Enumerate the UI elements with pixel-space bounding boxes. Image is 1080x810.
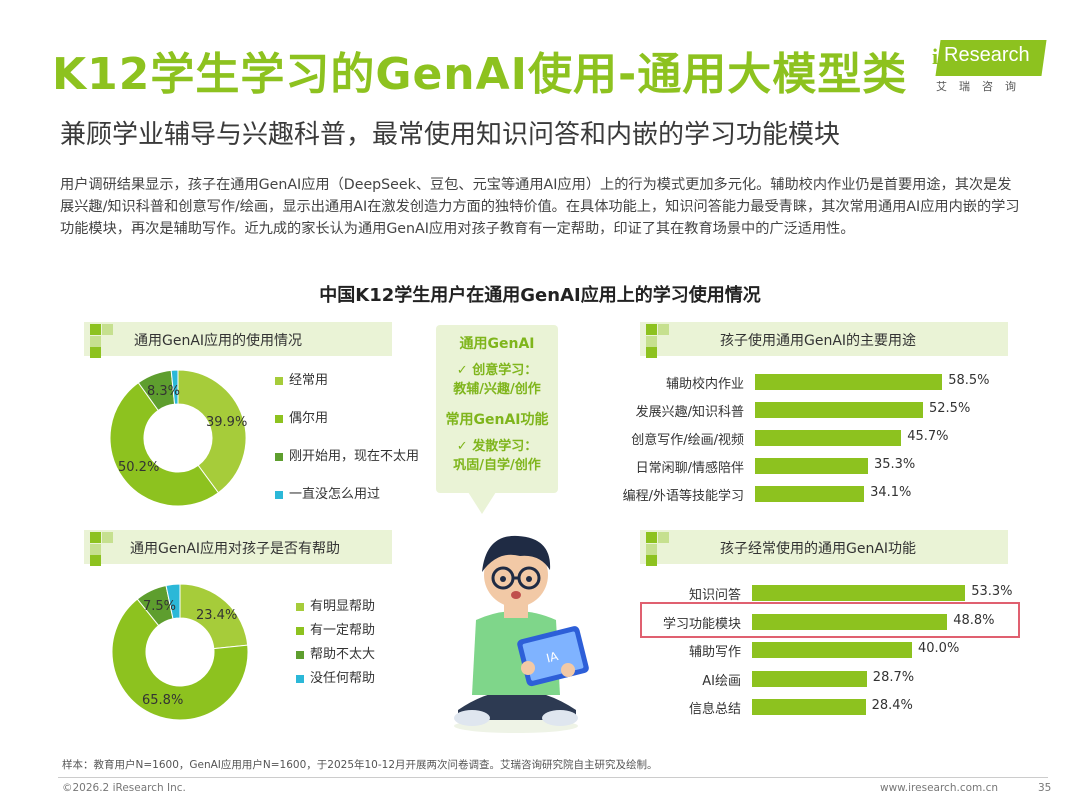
- bar: [755, 430, 902, 446]
- bar: [752, 699, 866, 715]
- main-chart-title: 中国K12学生用户在通用GenAI应用上的学习使用情况: [319, 285, 761, 306]
- footer-divider: [58, 777, 1048, 778]
- sample-note: 样本：教育用户N=1600，GenAI应用用户N=1600，于2025年10-1…: [62, 759, 658, 771]
- bar-category-label: 辅助写作: [688, 645, 741, 660]
- callout-heading: 常用GenAI功能: [445, 412, 549, 428]
- help-donut-chart: [111, 583, 249, 721]
- bar: [752, 642, 912, 658]
- bar: [755, 402, 923, 418]
- bar-value-label: 34.1%: [870, 485, 912, 500]
- bar-category-label: AI绘画: [702, 673, 741, 689]
- donut-value-label: 8.3%: [147, 384, 181, 399]
- panel-header-help: 通用GenAI应用对孩子是否有帮助: [84, 530, 392, 566]
- donut-value-label: 50.2%: [118, 460, 160, 475]
- page-title: K12学生学习的GenAI使用-通用大模型类: [52, 49, 908, 100]
- bar: [755, 486, 865, 502]
- bar: [755, 458, 868, 474]
- page-number: 35: [1038, 782, 1052, 794]
- donut-value-label: 23.4%: [196, 608, 238, 623]
- legend-item: 有一定帮助: [296, 622, 375, 646]
- bar-value-label: 40.0%: [918, 641, 960, 656]
- legend-item: 刚开始用，现在不太用: [275, 448, 419, 472]
- panel-title: 通用GenAI应用的使用情况: [134, 333, 303, 349]
- bar-value-label: 58.5%: [948, 373, 990, 388]
- bar-category-label: 发展兴趣/知识科普: [635, 405, 744, 420]
- bar-value-label: 45.7%: [907, 429, 949, 444]
- genai-callout-bubble: 通用GenAI ✓ 创意学习： 教辅/兴趣/创作 常用GenAI功能 ✓ 发散学…: [436, 325, 558, 493]
- donut-value-label: 7.5%: [143, 599, 177, 614]
- bar: [755, 374, 943, 390]
- panel-title: 孩子使用通用GenAI的主要用途: [720, 333, 917, 349]
- legend-item: 偶尔用: [275, 410, 419, 434]
- bar-value-label: 52.5%: [929, 401, 971, 416]
- website-url: www.iresearch.com.cn: [880, 782, 999, 794]
- donut-value-label: 39.9%: [206, 415, 248, 430]
- bar-value-label: 28.4%: [871, 698, 913, 713]
- bar-category-label: 辅助校内作业: [665, 377, 744, 392]
- bar-value-label: 53.3%: [971, 584, 1013, 599]
- donut-slice: [170, 369, 179, 405]
- legend-item: 经常用: [275, 372, 419, 396]
- student-with-tablet-illustration: IA: [454, 535, 589, 733]
- panel-header-purpose: 孩子使用通用GenAI的主要用途: [640, 322, 1008, 358]
- panel-title: 孩子经常使用的通用GenAI功能: [720, 541, 917, 557]
- bar: [752, 585, 966, 601]
- page-subtitle: 兼顾学业辅导与兴趣科普，最常使用知识问答和内嵌的学习功能模块: [60, 120, 841, 150]
- panel-title: 通用GenAI应用对孩子是否有帮助: [130, 541, 341, 557]
- bar-value-label: 28.7%: [872, 669, 915, 685]
- callout-text: ✓ 创意学习：: [456, 363, 538, 378]
- callout-text: 巩固/自学/创作: [453, 458, 541, 473]
- panel-header-functions: 孩子经常使用的通用GenAI功能: [640, 530, 1008, 566]
- copyright: ©2026.2 iResearch Inc.: [62, 782, 186, 794]
- legend-item: 一直没怎么用过: [275, 486, 419, 510]
- donut-slice: [109, 382, 220, 507]
- help-legend: 有明显帮助 有一定帮助 帮助不太大 没任何帮助: [296, 598, 375, 694]
- bar-category-label: 创意写作/绘画/视频: [631, 433, 744, 448]
- usage-donut-chart: [109, 369, 247, 507]
- callout-heading: 通用GenAI: [459, 336, 535, 352]
- intro-paragraph: 用户调研结果显示，孩子在通用GenAI应用（DeepSeek、豆包、元宝等通用A…: [60, 177, 1020, 237]
- bar-category-label: 信息总结: [688, 702, 741, 717]
- legend-item: 有明显帮助: [296, 598, 375, 622]
- bar: [752, 670, 867, 687]
- bar-category-label: 编程/外语等技能学习: [622, 489, 744, 504]
- donut-slice: [177, 369, 247, 494]
- bar-category-label: 学习功能模块: [662, 616, 741, 632]
- panel-header-usage: 通用GenAI应用的使用情况: [84, 322, 392, 358]
- bar-category-label: 知识问答: [688, 588, 741, 603]
- callout-text: ✓ 发散学习：: [456, 439, 538, 454]
- callout-text: 教辅/兴趣/创作: [453, 382, 541, 397]
- highlight-box: [640, 602, 1020, 638]
- legend-item: 帮助不太大: [296, 646, 375, 670]
- callout-tail: [468, 492, 496, 514]
- iresearch-logo: i Research 艾瑞咨询: [930, 38, 1050, 96]
- bar-category-label: 日常闲聊/情感陪伴: [635, 461, 744, 476]
- legend-item: 没任何帮助: [296, 670, 375, 694]
- bar: [752, 613, 948, 630]
- bar-value-label: 35.3%: [873, 457, 916, 472]
- bar-value-label: 48.8%: [953, 612, 995, 628]
- svg-text:IA: IA: [545, 649, 561, 666]
- donut-value-label: 65.8%: [142, 693, 184, 708]
- usage-legend: 经常用 偶尔用 刚开始用，现在不太用 一直没怎么用过: [275, 372, 419, 510]
- donut-slice: [165, 583, 181, 620]
- donut-slice: [111, 598, 249, 721]
